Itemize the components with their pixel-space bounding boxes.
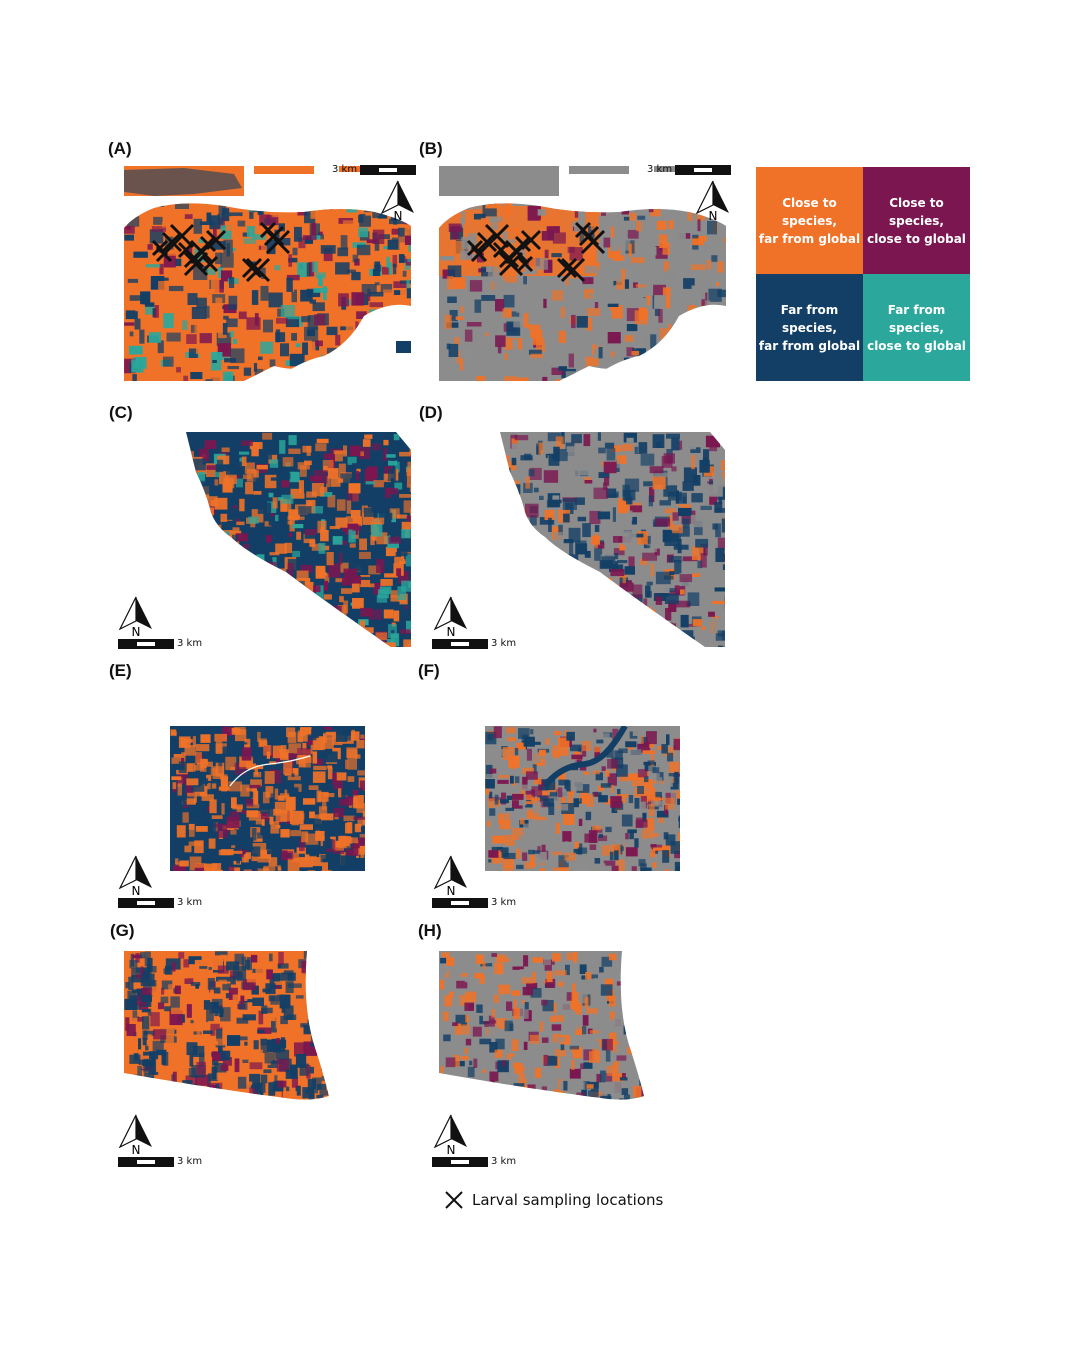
panel-label-a: (A) [108,139,132,158]
north-arrow-icon-b: N [695,180,729,223]
sampling-x-mark [470,245,488,263]
north-arrow-icon-h: N [433,1114,467,1157]
panel-label-h: (H) [418,921,442,940]
sampling-x-mark [183,251,209,277]
map-h [439,951,644,1100]
scale-label-e: 3 km [177,897,203,908]
north-arrow-icon-g: N [118,1114,152,1157]
scale-label-h: 3 km [491,1156,517,1167]
north-arrow-icon-f: N [433,855,467,898]
map-c [186,432,411,647]
legend-text: far from global [758,338,861,353]
scale-bar-b [675,165,731,175]
north-letter-f: N [447,884,456,898]
sampling-x-mark [516,255,534,273]
sampling-x-mark [241,257,263,279]
scale-bar-a [360,165,416,175]
scale-bar-h [432,1157,488,1167]
legend-text: Close to species, [889,195,944,228]
legend-text: Far from species, [780,302,839,335]
sampling-x-mark [514,235,532,253]
x-mark-icon [445,1191,463,1209]
scale-bar-f [432,898,488,908]
scale-label-f: 3 km [491,897,517,908]
sampling-x-mark [169,223,195,249]
panel-label-c: (C) [109,403,133,422]
sampling-markers-b [466,221,606,283]
sampling-x-mark [560,257,586,283]
north-letter-e: N [132,884,141,898]
sampling-x-mark [155,245,173,263]
scale-bar-e [118,898,174,908]
sampling-x-mark [205,229,227,251]
sampling-legend: Larval sampling locations [444,1190,663,1210]
sampling-markers-a [151,221,291,283]
north-letter-b: N [709,209,718,223]
legend-text: close to global [867,338,966,353]
sampling-x-mark [484,223,510,249]
north-arrow-icon-e: N [118,855,152,898]
sampling-legend-label: Larval sampling locations [472,1191,664,1209]
sampling-x-mark [498,251,524,277]
legend-close-species-close-global: Close to species, close to global [863,167,970,274]
scale-bar-d [432,639,488,649]
sampling-x-mark [161,231,183,253]
panel-label-g: (G) [110,921,135,940]
sampling-x-mark [245,257,271,283]
scale-label-c: 3 km [177,638,203,649]
legend-text: close to global [867,231,966,246]
north-arrow-icon-d: N [433,596,467,639]
map-b [439,166,726,381]
sampling-x-mark [265,229,291,255]
north-letter-h: N [447,1143,456,1157]
legend-far-species-far-global: Far from species, far from global [756,274,863,381]
legend-far-species-close-global: Far from species, close to global [863,274,970,381]
sampling-x-mark [199,235,217,253]
legend-text: Close to species, [782,195,837,228]
scale-bar-c [118,639,174,649]
scale-label-a: 3 km [332,164,358,175]
north-letter-c: N [132,625,141,639]
legend-text: far from global [758,231,861,246]
panel-label-d: (D) [419,403,443,422]
panel-label-e: (E) [109,661,132,680]
panel-label-b: (B) [419,139,443,158]
sampling-x-mark [580,229,606,255]
scale-label-g: 3 km [177,1156,203,1167]
north-letter-g: N [132,1143,141,1157]
sampling-x-mark [476,231,498,253]
scale-bar-g [118,1157,174,1167]
legend-close-species-far-global: Close to species, far from global [756,167,863,274]
sampling-x-mark [556,257,578,279]
sampling-x-mark [520,229,542,251]
panel-label-f: (F) [418,661,440,680]
legend-text: Far from species, [887,302,946,335]
sampling-x-mark [201,255,219,273]
map-e [170,726,365,871]
north-arrow-icon-c: N [118,596,152,639]
scale-label-b: 3 km [647,164,673,175]
north-letter-a: N [394,209,403,223]
map-g [124,951,329,1100]
map-f [485,726,680,871]
map-d [500,432,725,647]
north-letter-d: N [447,625,456,639]
scale-label-d: 3 km [491,638,517,649]
north-arrow-icon-a: N [380,180,414,223]
